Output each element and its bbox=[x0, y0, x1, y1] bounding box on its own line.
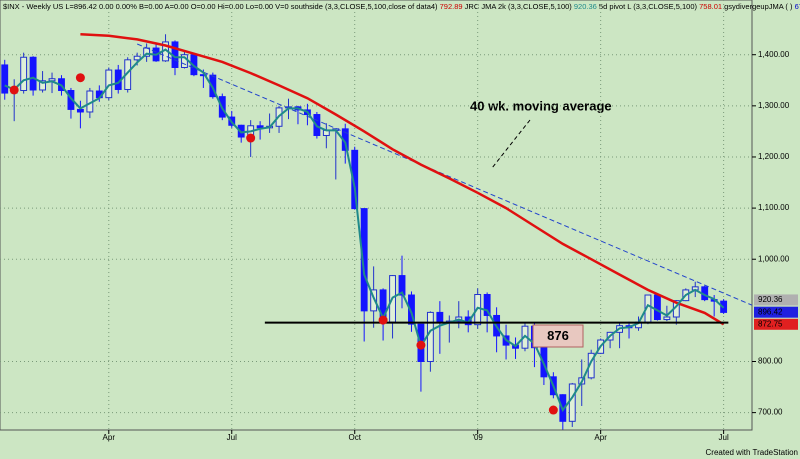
x-tick-label: Apr bbox=[103, 433, 116, 442]
candle-body bbox=[663, 316, 671, 321]
y-tick-label: 1,100.00 bbox=[758, 203, 790, 212]
last-label: 896.42 bbox=[758, 307, 783, 316]
candle-body bbox=[199, 74, 207, 77]
y-tick-label: 1,200.00 bbox=[758, 152, 790, 161]
last-label-box bbox=[754, 294, 798, 306]
header-part: 920.36 bbox=[574, 2, 599, 11]
header-part: 792.89 bbox=[440, 2, 465, 11]
pivot-dot bbox=[246, 133, 256, 143]
y-tick-label: 800.00 bbox=[758, 357, 783, 366]
plot-layer: 876 bbox=[0, 0, 752, 430]
x-tick-label: '09 bbox=[472, 433, 483, 442]
trendline bbox=[137, 43, 752, 306]
pivot-dot bbox=[75, 73, 85, 83]
candle-body bbox=[29, 56, 37, 91]
header-part: 5d pivot L (3,3,CLOSE,5,100) bbox=[599, 2, 699, 11]
y-tick-label: 1,400.00 bbox=[758, 50, 790, 59]
candle-body bbox=[568, 383, 576, 422]
plot-area bbox=[0, 0, 753, 431]
y-tick-label: 1,000.00 bbox=[758, 254, 790, 263]
last-label-box bbox=[754, 306, 798, 318]
candle-body bbox=[209, 74, 217, 98]
x-tick-label: Jul bbox=[227, 433, 237, 442]
y-tick-label: 1,300.00 bbox=[758, 101, 790, 110]
header-part: gsydivergeupJMA ( ) bbox=[724, 2, 794, 11]
candle-body bbox=[408, 294, 415, 325]
last-label: 872.75 bbox=[758, 319, 783, 328]
candle-body bbox=[39, 80, 46, 91]
candle-body bbox=[398, 275, 406, 296]
x-tick-label: Oct bbox=[348, 433, 361, 442]
pivot-dot bbox=[9, 85, 19, 95]
jma-line bbox=[4, 48, 725, 413]
x-tick-label: Apr bbox=[594, 433, 607, 442]
last-label-box bbox=[754, 318, 798, 330]
candle-body bbox=[483, 294, 491, 316]
candle-body bbox=[20, 56, 28, 91]
annotation-arrow bbox=[491, 119, 531, 169]
pivot-dot bbox=[416, 340, 426, 350]
header-part: 758.01 bbox=[699, 2, 724, 11]
candle-body bbox=[133, 55, 141, 61]
support-label: 876 bbox=[547, 328, 569, 343]
candle-body bbox=[653, 294, 661, 321]
x-tick-label: Jul bbox=[719, 433, 729, 442]
header: $INX - Weekly US L=896.42 0.00 0.00% B=0… bbox=[3, 2, 800, 11]
candle-body bbox=[436, 311, 444, 324]
header-part: $INX - Weekly US L=896.42 0.00 0.00% B=0… bbox=[3, 2, 440, 11]
header-part: JRC JMA 2k (3,3,CLOSE,5,100) bbox=[465, 2, 574, 11]
y-tick-label: 700.00 bbox=[758, 408, 783, 417]
pivot-dot bbox=[548, 405, 558, 415]
candle-body bbox=[360, 208, 368, 312]
footer: Created with TradeStation bbox=[706, 448, 799, 457]
last-label: 920.36 bbox=[758, 295, 783, 304]
candle-body bbox=[76, 108, 84, 113]
candle-body bbox=[1, 64, 9, 94]
header-part: 672.88 bbox=[795, 2, 800, 11]
candle-body bbox=[351, 149, 359, 210]
pivot-dot bbox=[378, 315, 388, 325]
support-label-box bbox=[532, 324, 584, 348]
candle-body bbox=[426, 311, 434, 362]
candle-body bbox=[370, 289, 378, 312]
moving-average bbox=[80, 33, 725, 326]
